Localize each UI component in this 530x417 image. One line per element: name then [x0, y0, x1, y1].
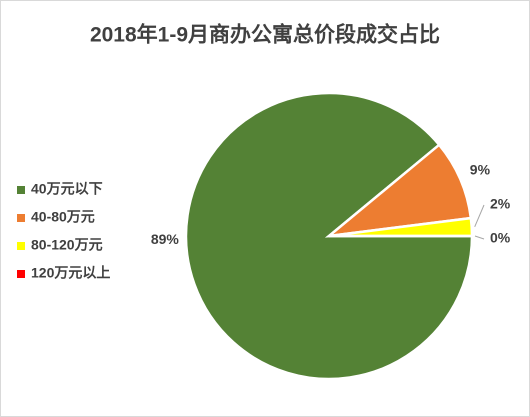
legend-label: 40万元以下 — [31, 181, 103, 197]
leader-line — [474, 204, 485, 228]
data-label: 9% — [470, 161, 491, 177]
legend-swatch — [17, 242, 25, 250]
pie-slice — [324, 143, 473, 238]
legend-swatch — [17, 270, 25, 278]
legend-label: 40-80万元 — [31, 209, 95, 225]
data-label: 89% — [151, 231, 180, 247]
legend-label: 120万元以上 — [31, 265, 110, 281]
legend-swatch — [17, 186, 25, 194]
chart-title: 2018年1-9月商办公寓总价段成交占比 — [90, 23, 440, 47]
data-label: 0% — [490, 230, 511, 246]
leader-line — [474, 235, 485, 240]
legend-swatch — [17, 214, 25, 222]
legend-label: 80-120万元 — [31, 237, 103, 253]
data-label: 2% — [490, 196, 511, 212]
